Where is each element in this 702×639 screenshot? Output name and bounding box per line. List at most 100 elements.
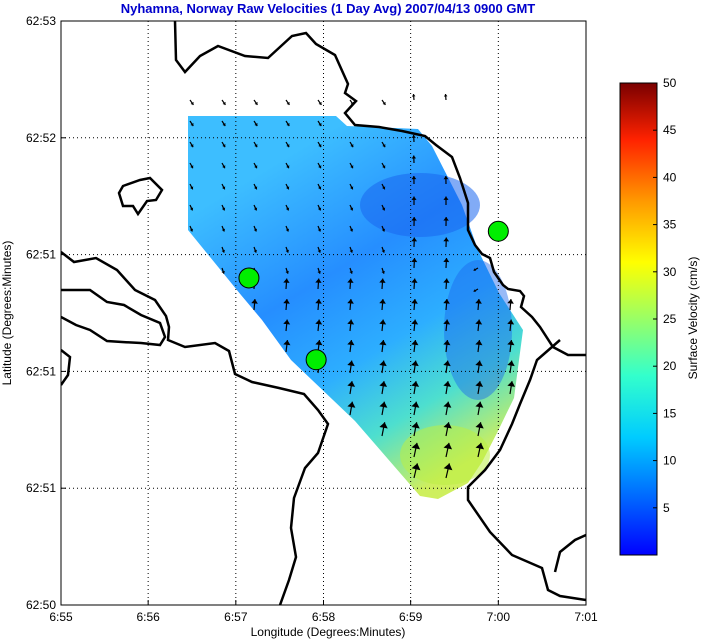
velocity-arrowhead [475, 319, 483, 325]
x-axis-label: Longitude (Degrees:Minutes) [251, 625, 406, 639]
velocity-arrowhead [475, 401, 484, 408]
velocity-arrowhead [190, 186, 194, 190]
velocity-arrowhead [317, 249, 321, 253]
velocity-arrowhead [379, 340, 387, 346]
x-tick-label: 6:58 [312, 610, 336, 624]
x-tick-label: 6:59 [399, 610, 423, 624]
velocity-arrowhead [318, 101, 322, 105]
velocity-arrowhead [507, 381, 516, 387]
velocity-arrowhead [347, 299, 354, 304]
velocity-arrowhead [411, 422, 420, 429]
velocity-arrowhead [443, 299, 450, 304]
coast-north [173, 21, 586, 357]
velocity-arrowhead [317, 228, 322, 232]
velocity-arrowhead [443, 217, 449, 221]
velocity-arrowhead [221, 228, 226, 232]
velocity-arrowhead [443, 422, 452, 429]
velocity-arrowhead [443, 278, 450, 283]
velocity-arrowhead [381, 270, 385, 274]
velocity-arrowhead [443, 258, 450, 263]
velocity-arrowhead [475, 340, 483, 346]
velocity-arrowhead [285, 228, 290, 232]
coast-islet-small [117, 176, 164, 217]
y-tick-label: 62:50 [26, 598, 56, 612]
velocity-arrowhead [254, 165, 258, 169]
colorbar-tick-label: 15 [663, 406, 677, 420]
radar-sites [238, 220, 509, 371]
radar-site-marker [305, 349, 327, 371]
velocity-arrowhead [379, 401, 388, 408]
velocity-arrowhead [315, 340, 323, 346]
velocity-arrowhead [382, 186, 386, 190]
x-tick-label: 7:01 [574, 610, 598, 624]
velocity-arrowhead [283, 319, 291, 325]
colorbar-tick-label: 50 [663, 76, 677, 90]
colorbar-tick-label: 5 [663, 501, 670, 515]
velocity-arrowhead [379, 299, 386, 304]
radar-site-marker [238, 267, 260, 289]
velocity-arrowhead [411, 319, 419, 325]
velocity-arrowhead [411, 217, 417, 221]
velocity-arrowhead [315, 278, 322, 283]
velocity-arrowhead [222, 186, 226, 190]
velocity-arrowhead [221, 207, 226, 211]
grid [61, 20, 586, 605]
velocity-arrowhead [443, 442, 453, 450]
velocity-arrowhead [381, 228, 386, 232]
velocity-arrowhead [190, 144, 194, 148]
velocity-arrowhead [349, 249, 353, 253]
velocity-arrowhead [411, 401, 420, 408]
velocity-arrowhead [349, 270, 353, 274]
velocity-arrowhead [315, 319, 323, 325]
velocity-arrowhead [347, 340, 355, 346]
velocity-arrowhead [253, 249, 257, 253]
velocity-arrowhead [411, 94, 416, 97]
velocity-arrowhead [190, 101, 194, 105]
velocity-arrowhead [317, 207, 322, 211]
velocity-arrowhead [190, 165, 194, 169]
velocity-arrowhead [507, 319, 515, 325]
x-axis-ticks: 6:55 6:56 6:57 6:58 6:59 7:00 7:01 [49, 600, 598, 624]
velocity-arrowhead [382, 165, 386, 169]
x-tick-label: 7:00 [487, 610, 511, 624]
velocity-arrowhead [283, 340, 291, 346]
velocity-arrowhead [190, 123, 194, 127]
velocity-arrowhead [443, 463, 453, 471]
velocity-arrowhead [379, 319, 387, 325]
velocity-arrowhead [507, 340, 515, 346]
velocity-arrowhead [318, 123, 322, 127]
velocity-arrowhead [285, 270, 289, 274]
velocity-arrowhead [221, 249, 225, 253]
velocity-arrowhead [411, 442, 421, 450]
velocity-arrowhead [507, 299, 514, 304]
velocity-arrowhead [283, 299, 290, 304]
velocity-arrowhead [473, 268, 477, 271]
velocity-arrowhead [221, 270, 225, 274]
x-tick-label: 6:55 [49, 610, 73, 624]
velocity-arrowhead [350, 186, 354, 190]
velocity-arrowhead [411, 463, 421, 471]
colorbar-tick-label: 40 [663, 170, 677, 184]
velocity-arrowhead [382, 144, 386, 148]
velocity-arrowhead [443, 196, 449, 200]
velocity-arrowhead [350, 144, 354, 148]
velocity-arrowhead [382, 101, 386, 105]
velocity-arrowhead [286, 144, 290, 148]
colorbar-tick-label: 35 [663, 218, 677, 232]
velocity-arrowhead [285, 249, 289, 253]
velocity-arrowhead [222, 144, 226, 148]
velocity-arrowhead [286, 165, 290, 169]
velocity-arrowhead [318, 165, 322, 169]
velocity-arrowhead [443, 94, 448, 97]
velocity-arrowhead [411, 299, 418, 304]
velocity-arrowhead [286, 186, 290, 190]
velocity-arrowhead [507, 360, 515, 367]
velocity-arrowhead [411, 278, 418, 283]
coast-southwest [61, 251, 330, 605]
colorbar-tick-label: 10 [663, 454, 677, 468]
velocity-arrowhead [381, 207, 386, 211]
velocity-arrowhead [347, 360, 355, 367]
colorbar-tick-label: 45 [663, 123, 677, 137]
velocity-arrowhead [379, 360, 387, 367]
